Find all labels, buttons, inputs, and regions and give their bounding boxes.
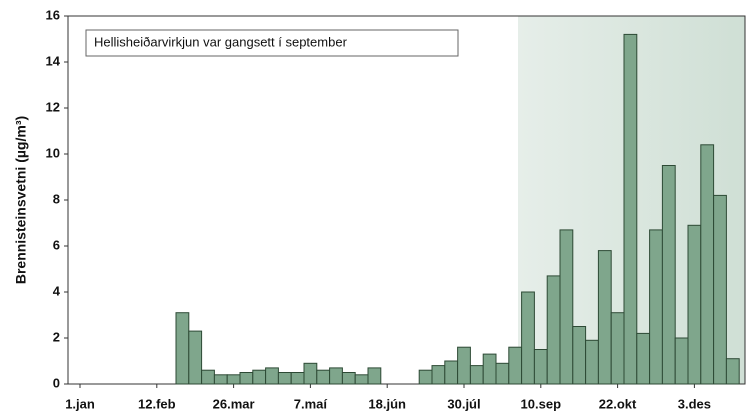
bar (546, 275, 561, 385)
y-tick-label: 2 (53, 329, 60, 344)
bar (585, 339, 599, 385)
bar (316, 369, 331, 385)
bar (674, 337, 689, 385)
bar (252, 369, 267, 385)
x-tick-label: 7.maí (294, 396, 328, 411)
bar (367, 367, 382, 385)
y-tick-label: 10 (46, 145, 60, 160)
bar (661, 165, 676, 385)
y-axis-label: Brennisteinsvetni (µg/m³) (13, 116, 29, 284)
x-tick-label: 3.des (678, 396, 711, 411)
bar (188, 330, 203, 385)
y-tick-label: 16 (46, 7, 60, 22)
x-tick-label: 22.okt (599, 396, 637, 411)
bar (482, 353, 497, 385)
y-tick-label: 14 (46, 53, 61, 68)
bar (290, 372, 305, 385)
bar (713, 194, 727, 385)
bar (725, 358, 740, 385)
y-tick-label: 4 (53, 283, 61, 298)
bar (213, 374, 228, 385)
bar (700, 144, 715, 385)
bar (239, 372, 254, 385)
bar (201, 369, 215, 385)
y-tick-label: 12 (46, 99, 60, 114)
bar (277, 372, 292, 385)
bar (341, 372, 356, 385)
bar (495, 362, 510, 385)
bar (572, 326, 587, 385)
bar (431, 365, 446, 385)
x-tick-label: 1.jan (65, 396, 95, 411)
y-tick-label: 0 (53, 375, 60, 390)
x-tick-label: 10.sep (521, 396, 562, 411)
bar (559, 229, 574, 385)
bar (265, 367, 279, 385)
bar (533, 349, 548, 385)
bar (610, 312, 625, 385)
bar (636, 332, 651, 385)
x-tick-label: 26.mar (213, 396, 255, 411)
bar (508, 346, 523, 385)
bar (457, 346, 471, 385)
x-tick-label: 18.jún (368, 396, 406, 411)
x-tick-label: 30.júl (447, 396, 480, 411)
y-tick-label: 6 (53, 237, 60, 252)
bar (687, 224, 702, 385)
bar (649, 229, 663, 385)
y-tick-label: 8 (53, 191, 60, 206)
bar (623, 33, 638, 385)
bar (521, 291, 535, 385)
bar (354, 374, 369, 385)
bar (329, 367, 343, 385)
bar (418, 369, 433, 385)
bar (303, 362, 318, 385)
annotation: Hellisheiðarvirkjun var gangsett í septe… (94, 34, 348, 49)
bar (597, 250, 612, 385)
x-tick-label: 12.feb (138, 396, 176, 411)
bar (469, 365, 484, 385)
bar (444, 360, 459, 385)
bar (226, 374, 241, 385)
bar (175, 312, 190, 385)
annotation-box (85, 29, 459, 57)
